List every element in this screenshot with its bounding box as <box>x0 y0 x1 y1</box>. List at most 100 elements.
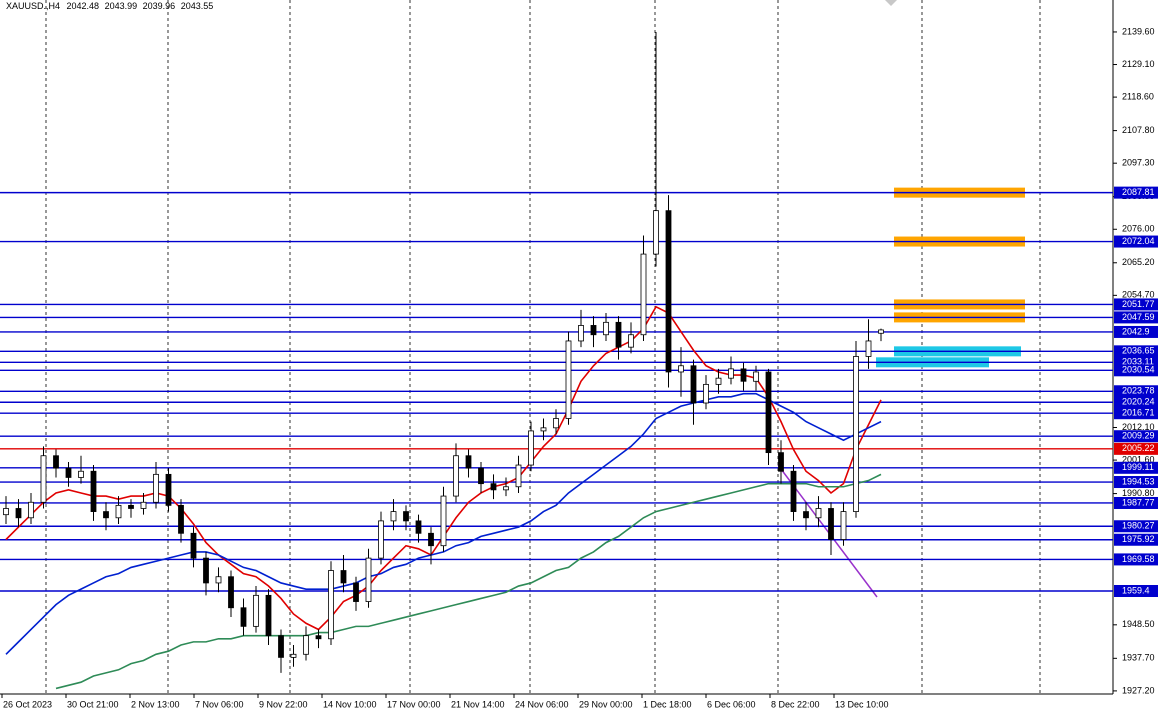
level-label-box <box>1114 553 1158 566</box>
candle-body <box>28 501 34 519</box>
y-tick-label: 2129.10 <box>1122 59 1155 69</box>
level-label-box <box>1114 442 1158 455</box>
candle-body <box>540 427 547 432</box>
candle-body <box>740 368 747 382</box>
candle-body <box>203 557 209 584</box>
level-label-box <box>1114 325 1158 338</box>
candle-body <box>578 325 584 342</box>
level-label: 2072.04 <box>1122 236 1155 246</box>
candle-body <box>865 340 872 357</box>
candle-body <box>53 455 59 469</box>
x-tick-label: 26 Oct 2023 <box>3 699 52 709</box>
y-tick-label: 2054.70 <box>1122 290 1155 300</box>
x-tick-label: 30 Oct 21:00 <box>67 699 119 709</box>
x-tick-label: 1 Dec 18:00 <box>643 699 692 709</box>
candle-body <box>340 570 347 584</box>
candle-body <box>365 557 372 602</box>
level-label: 1994.53 <box>1122 476 1155 486</box>
candle-body <box>753 371 759 382</box>
candle-body <box>390 511 397 522</box>
candle-body <box>40 455 47 503</box>
candle-body <box>803 511 809 519</box>
header-open: 2042.48 <box>67 1 100 11</box>
level-label-box <box>1114 407 1158 420</box>
candle-body <box>228 576 234 609</box>
header-high: 2043.99 <box>105 1 138 11</box>
header-low: 2039.96 <box>143 1 176 11</box>
level-label-box <box>1114 585 1158 598</box>
candle-body <box>378 520 384 559</box>
level-label-box <box>1114 520 1158 533</box>
candle-body <box>278 635 284 658</box>
candle-body <box>715 377 722 385</box>
candle-body <box>690 365 697 404</box>
candle-body <box>590 325 597 336</box>
candle-body <box>165 473 172 506</box>
candle-body <box>503 486 509 491</box>
candle-body <box>665 210 672 373</box>
level-label: 2047.59 <box>1122 312 1155 322</box>
candle-body <box>840 511 847 540</box>
level-label-box <box>1114 311 1158 324</box>
candle-body <box>790 470 797 512</box>
level-label: 1999.11 <box>1122 462 1154 472</box>
y-tick-label: 2076.00 <box>1122 224 1155 234</box>
candle-body <box>703 383 709 404</box>
level-label: 2005.22 <box>1122 443 1155 453</box>
candle-body <box>403 511 409 522</box>
candle-body <box>353 582 359 602</box>
candle-body <box>815 508 822 519</box>
candle-body <box>828 508 834 540</box>
y-tick-label: 2065.20 <box>1122 257 1155 267</box>
candle-body <box>190 532 197 559</box>
candle-body <box>115 504 122 519</box>
candle-body <box>3 508 9 516</box>
level-label: 2036.65 <box>1122 346 1155 356</box>
candle-body <box>140 501 147 509</box>
x-tick-label: 24 Nov 06:00 <box>515 699 569 709</box>
y-tick-label: 2107.80 <box>1122 125 1155 135</box>
candle-body <box>103 511 109 519</box>
candle-body <box>853 356 859 512</box>
level-label-box <box>1114 364 1158 377</box>
level-label: 2087.81 <box>1122 187 1155 197</box>
y-tick-label: 1937.70 <box>1122 653 1155 663</box>
level-label: 2016.71 <box>1122 408 1155 418</box>
level-label: 1975.92 <box>1122 534 1155 544</box>
candle-body <box>290 653 297 658</box>
candle-body <box>153 473 159 503</box>
level-label: 1969.58 <box>1122 554 1155 564</box>
candle-body <box>515 464 522 488</box>
x-tick-label: 9 Nov 22:00 <box>259 699 308 709</box>
candle-body <box>603 321 609 336</box>
candle-body <box>428 532 434 547</box>
level-label: 2042.9 <box>1122 326 1150 336</box>
candle-body <box>328 570 334 640</box>
moving-average <box>55 473 882 690</box>
candle-body <box>65 467 72 478</box>
level-label-box <box>1114 496 1158 509</box>
x-tick-label: 29 Nov 00:00 <box>579 699 633 709</box>
y-tick-label: 2139.60 <box>1122 26 1155 36</box>
level-label-box <box>1114 298 1158 311</box>
candle-body <box>215 576 222 584</box>
candle-body <box>303 635 309 655</box>
candle-body <box>453 455 459 497</box>
level-label-box <box>1114 385 1158 398</box>
y-tick-label: 1948.50 <box>1122 619 1155 629</box>
level-label-box <box>1114 430 1158 443</box>
x-tick-label: 2 Nov 13:00 <box>131 699 180 709</box>
level-label: 1959.4 <box>1122 585 1150 595</box>
level-label: 2051.77 <box>1122 299 1155 309</box>
y-tick-label: 1927.20 <box>1122 685 1155 695</box>
candle-body <box>640 253 647 336</box>
level-label: 2030.54 <box>1122 365 1155 375</box>
candle-body <box>628 334 634 348</box>
candle-body <box>315 635 322 640</box>
candle-body <box>528 430 534 466</box>
candle-body <box>15 508 22 519</box>
candle-body <box>90 470 97 512</box>
candle-body <box>78 470 84 478</box>
candle-body <box>728 368 734 379</box>
